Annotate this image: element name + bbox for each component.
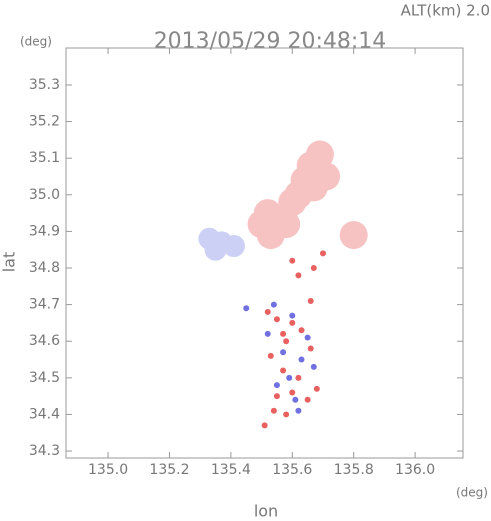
echo-patch xyxy=(283,411,290,418)
x-tick-label: 135.0 xyxy=(88,462,128,478)
echo-patch xyxy=(307,297,314,304)
y-tick-label: 34.9 xyxy=(29,223,60,239)
x-tick-label: 135.4 xyxy=(211,462,251,478)
echo-patch xyxy=(298,327,305,334)
echo-patch xyxy=(295,374,302,381)
echo-patch xyxy=(273,382,280,389)
echo-patch xyxy=(272,210,301,239)
echo-patch xyxy=(270,407,277,414)
x-axis-label: lon xyxy=(254,502,278,521)
x-tick-label: 135.6 xyxy=(272,462,312,478)
echo-patch xyxy=(304,396,311,403)
echo-patch xyxy=(310,265,317,272)
y-tick-label: 34.5 xyxy=(29,370,60,386)
y-tick-label: 34.7 xyxy=(29,297,60,313)
echo-patch xyxy=(283,338,290,345)
echo-patch xyxy=(289,257,296,264)
echo-patch xyxy=(339,221,368,250)
x-unit: (deg) xyxy=(456,486,488,500)
echo-patch xyxy=(312,162,341,191)
echo-patch xyxy=(289,312,296,319)
annotation: ALT(km) 2.0 xyxy=(401,2,490,20)
echo-patch xyxy=(273,316,280,323)
y-tick-label: 34.8 xyxy=(29,260,60,276)
x-tick-label: 135.8 xyxy=(334,462,374,478)
echo-patch xyxy=(295,272,302,279)
echo-patch xyxy=(304,334,311,341)
y-tick-label: 35.0 xyxy=(29,187,60,203)
echo-patch xyxy=(278,188,307,217)
echo-patch xyxy=(305,140,334,169)
echo-patch xyxy=(243,305,250,312)
y-tick-label: 34.4 xyxy=(29,406,60,422)
x-tick-label: 135.2 xyxy=(149,462,189,478)
echo-patch xyxy=(289,389,296,396)
echo-patch xyxy=(264,330,271,337)
echo-patch xyxy=(204,238,227,261)
echo-patch xyxy=(280,349,287,356)
echo-patch xyxy=(264,308,271,315)
echo-patch xyxy=(280,330,287,337)
echo-patch xyxy=(319,250,326,257)
y-axis-label: lat xyxy=(0,252,19,273)
echo-patch xyxy=(222,235,245,258)
y-tick-label: 35.1 xyxy=(29,150,60,166)
echo-patch xyxy=(313,385,320,392)
chart-title: 2013/05/29 20:48:14 xyxy=(154,29,387,54)
echo-patch xyxy=(286,374,293,381)
echo-patch xyxy=(261,422,268,429)
y-tick-label: 35.3 xyxy=(29,77,60,93)
y-unit: (deg) xyxy=(20,35,52,49)
echo-patch xyxy=(270,301,277,308)
echo-patch xyxy=(298,356,305,363)
x-tick-label: 136.0 xyxy=(395,462,435,478)
echo-patch xyxy=(273,393,280,400)
echo-patch xyxy=(295,407,302,414)
echo-patch xyxy=(289,319,296,326)
plot-frame xyxy=(65,47,464,459)
y-tick-label: 34.6 xyxy=(29,333,60,349)
echo-patch xyxy=(280,367,287,374)
echo-patch xyxy=(292,396,299,403)
echo-patch xyxy=(267,352,274,359)
y-tick-label: 34.3 xyxy=(29,443,60,459)
y-tick-label: 35.2 xyxy=(29,114,60,130)
echo-patch xyxy=(307,345,314,352)
echo-patch xyxy=(310,363,317,370)
